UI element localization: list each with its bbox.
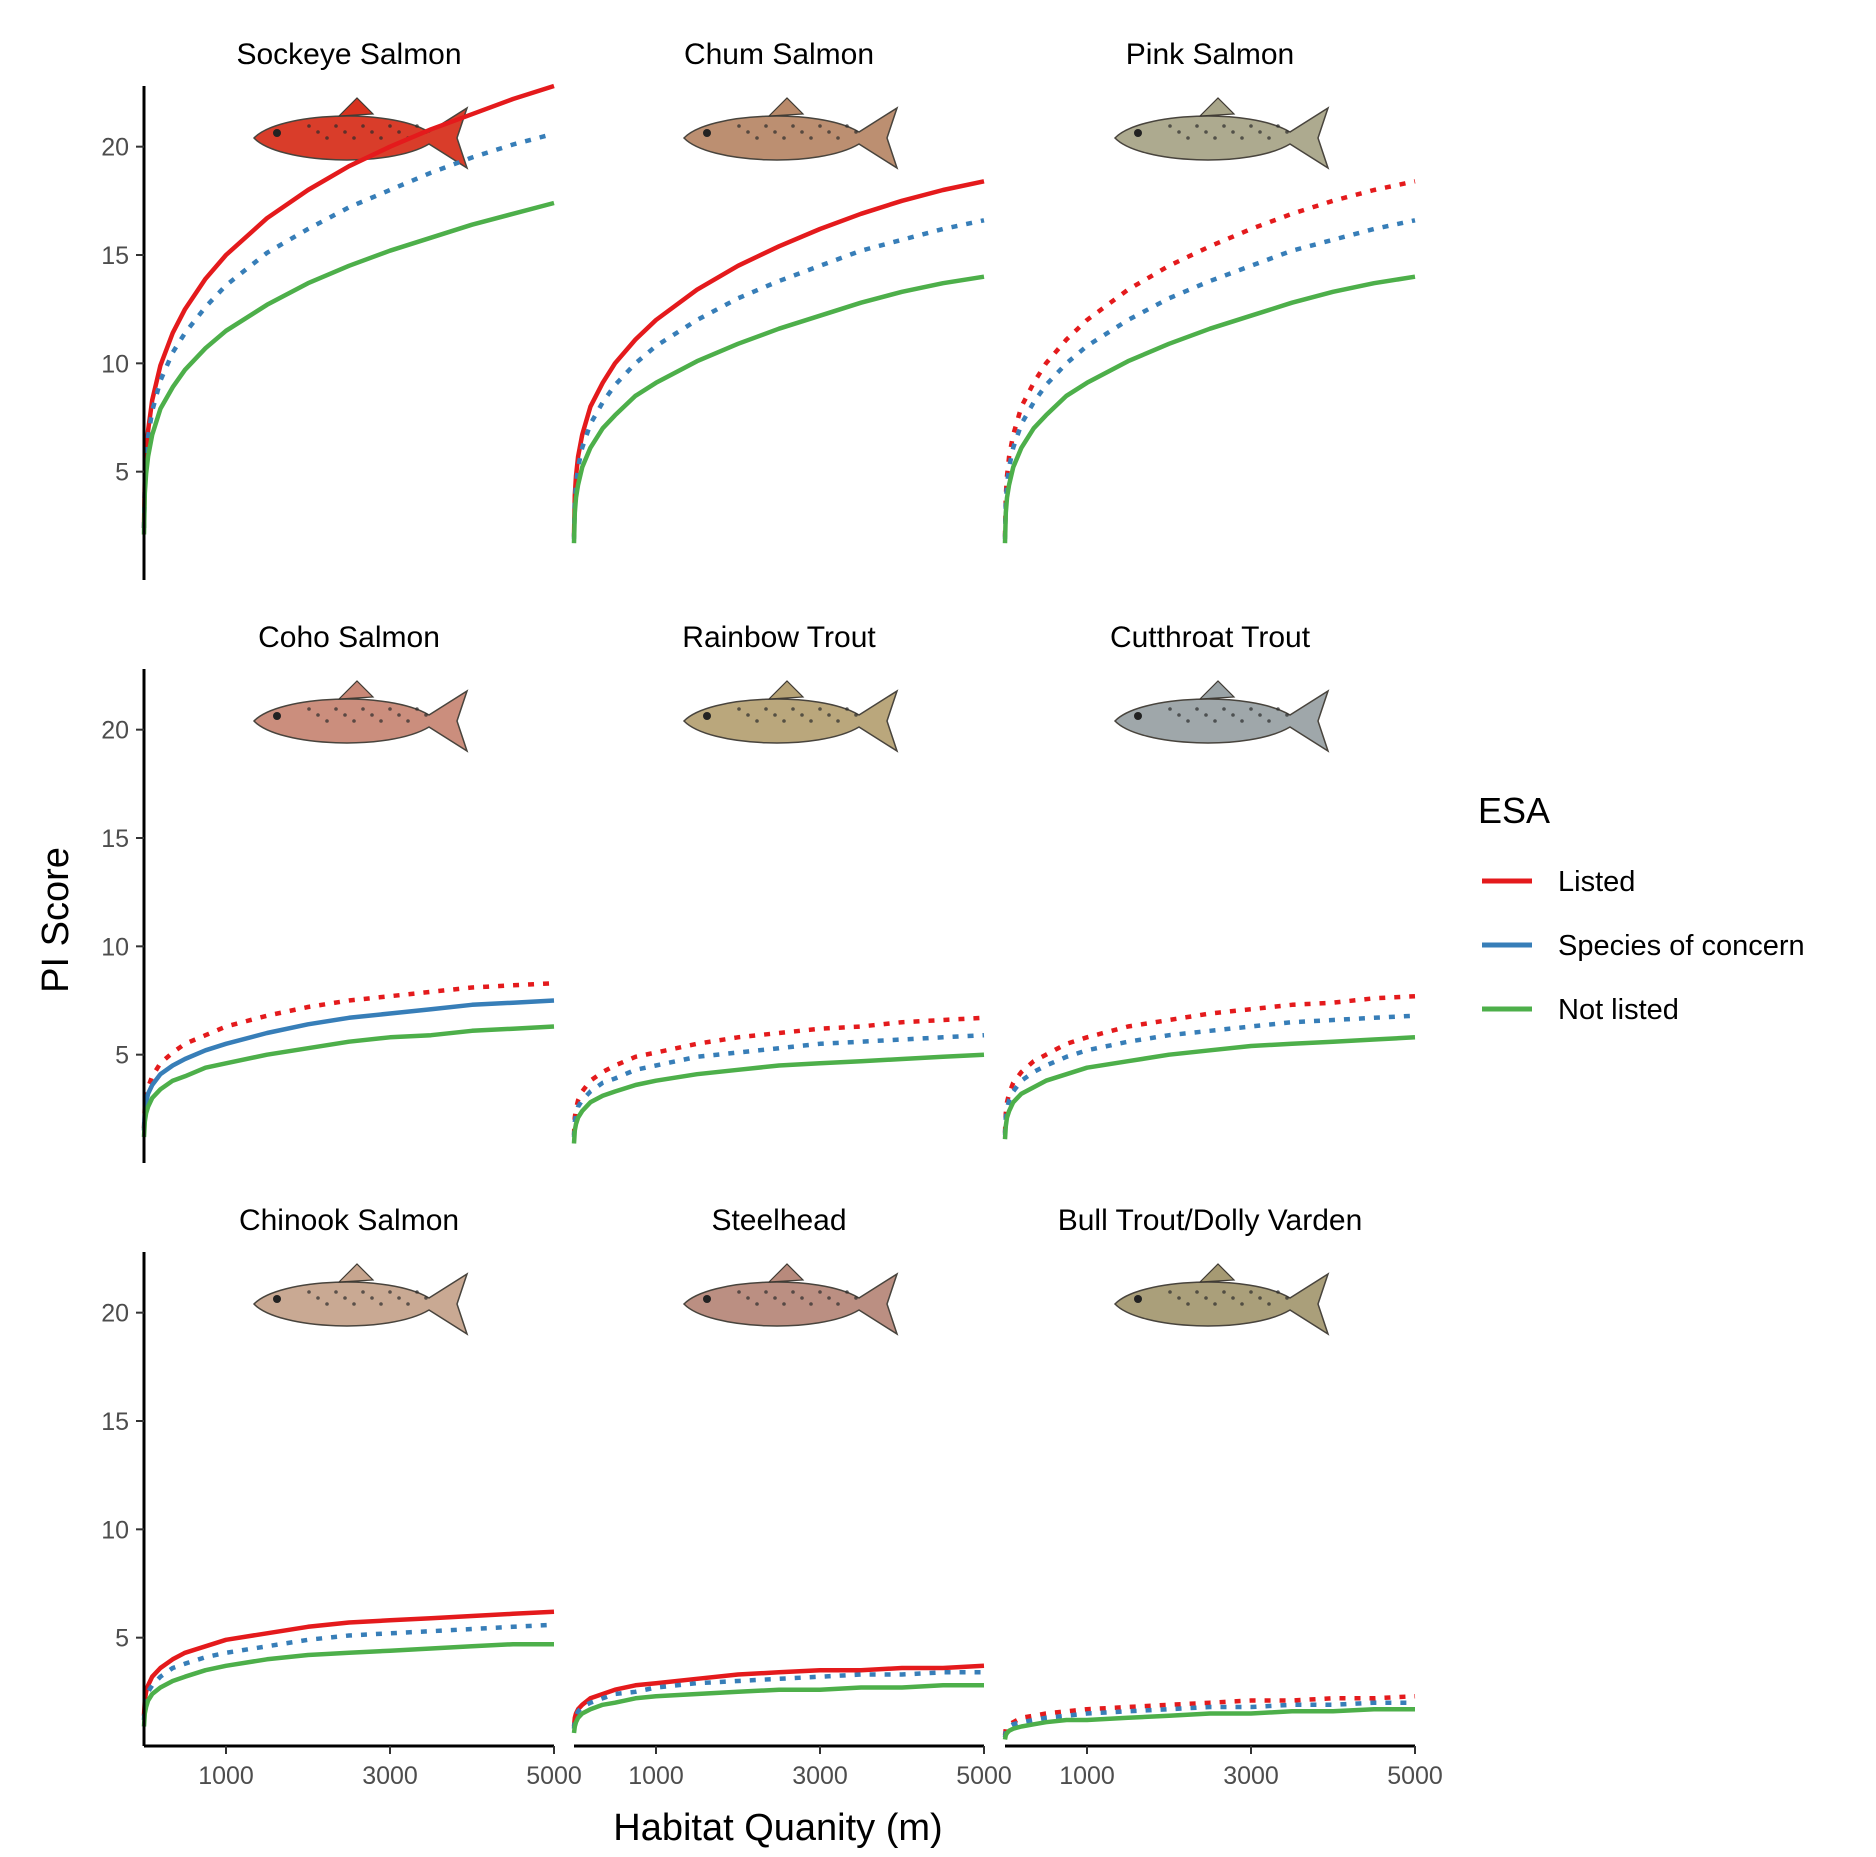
series-line-concern <box>571 1670 984 1729</box>
rainbow-trout-icon <box>682 680 899 753</box>
series-line-not <box>1002 1035 1416 1140</box>
chinook-salmon-icon <box>252 1263 469 1336</box>
legend-label: Listed <box>1558 866 1635 898</box>
series-line-concern <box>141 998 555 1131</box>
coho-salmon-icon <box>252 680 469 753</box>
x-axis-title: Habitat Quanity (m) <box>613 1807 942 1849</box>
series-line-listed <box>1002 1693 1416 1736</box>
panels: Sockeye Salmon 5 10 15 20 Chum Salmon Pink Sal… <box>101 38 1443 1790</box>
y-tick-label: 20 <box>101 1300 129 1328</box>
y-tick-label: 5 <box>115 1042 129 1070</box>
series-line-not <box>571 1683 984 1734</box>
panel: Chum Salmon <box>571 38 985 544</box>
y-tick-label: 10 <box>101 350 129 378</box>
steelhead-icon <box>682 1263 899 1336</box>
axis-titles: Habitat Quanity (m) PI Score <box>35 847 943 1849</box>
panel: Rainbow Trout <box>571 621 985 1144</box>
panel: Sockeye Salmon 5 10 15 20 <box>101 38 555 580</box>
y-tick-label: 15 <box>101 242 129 270</box>
panel: Pink Salmon <box>1002 38 1416 544</box>
panel-title: Pink Salmon <box>1126 38 1294 71</box>
series-line-not <box>1002 1706 1415 1740</box>
x-tick-label: 5000 <box>956 1762 1012 1790</box>
panel: Steelhead 1000 3000 5000 <box>571 1204 1012 1790</box>
panel-title: Coho Salmon <box>258 621 440 654</box>
y-tick-label: 5 <box>115 1625 129 1653</box>
series-line-not <box>571 1052 985 1144</box>
bull-trout-icon <box>1113 1263 1330 1336</box>
legend: ESA Listed Species of concern Not listed <box>1478 790 1805 1026</box>
x-tick-label: 3000 <box>1223 1762 1279 1790</box>
x-tick-label: 1000 <box>1059 1762 1115 1790</box>
series-line-concern <box>571 1032 985 1138</box>
x-tick-label: 1000 <box>628 1762 684 1790</box>
series-line-concern <box>1002 218 1416 539</box>
y-tick-label: 20 <box>101 134 129 162</box>
legend-item-not: Not listed <box>1482 994 1679 1026</box>
x-tick-label: 5000 <box>1387 1762 1443 1790</box>
series-line-listed <box>1002 993 1416 1133</box>
y-tick-label: 15 <box>101 1408 129 1436</box>
y-tick-label: 20 <box>101 717 129 745</box>
series-line-concern <box>141 1622 555 1721</box>
series-line-concern <box>1002 1700 1415 1738</box>
panel: Bull Trout/Dolly Varden 1000 3000 5000 <box>1002 1204 1443 1790</box>
panel-title: Cutthroat Trout <box>1110 621 1311 654</box>
cutthroat-trout-icon <box>1113 680 1330 753</box>
legend-item-concern: Species of concern <box>1482 930 1805 962</box>
x-tick-label: 5000 <box>526 1762 582 1790</box>
series-line-concern <box>1002 1013 1416 1135</box>
series-line-concern <box>571 218 985 539</box>
panel: Coho Salmon 5 10 15 20 <box>101 621 555 1163</box>
y-axis-title: PI Score <box>35 847 77 993</box>
series-line-not <box>141 1641 554 1727</box>
series-line-not <box>571 274 985 544</box>
x-tick-label: 1000 <box>198 1762 254 1790</box>
panel: Cutthroat Trout <box>1002 621 1416 1140</box>
y-tick-label: 15 <box>101 825 129 853</box>
series-line-listed <box>571 1015 985 1135</box>
panel-title: Sockeye Salmon <box>236 38 461 71</box>
series-line-not <box>1002 274 1416 544</box>
y-tick-label: 10 <box>101 1516 129 1544</box>
y-tick-label: 5 <box>115 459 129 487</box>
y-tick-label: 10 <box>101 933 129 961</box>
panel-title: Steelhead <box>711 1204 846 1237</box>
panel: Chinook Salmon 5 10 15 20 1000 3000 5000 <box>101 1204 582 1790</box>
pink-salmon-icon <box>1113 97 1330 170</box>
series-line-listed <box>141 1609 555 1716</box>
series-line-not <box>141 200 555 535</box>
legend-title: ESA <box>1478 790 1550 831</box>
chum-salmon-icon <box>682 97 899 170</box>
panel-title: Rainbow Trout <box>682 621 876 654</box>
panel-title: Chinook Salmon <box>239 1204 459 1237</box>
x-tick-label: 3000 <box>792 1762 848 1790</box>
panel-title: Chum Salmon <box>684 38 874 71</box>
legend-label: Species of concern <box>1558 930 1805 962</box>
panel-title: Bull Trout/Dolly Varden <box>1058 1204 1363 1237</box>
legend-item-listed: Listed <box>1482 866 1635 898</box>
legend-label: Not listed <box>1558 994 1679 1026</box>
x-tick-label: 3000 <box>362 1762 418 1790</box>
series-line-concern <box>141 131 555 529</box>
sockeye-salmon-icon <box>252 97 469 170</box>
series-line-not <box>141 1024 555 1138</box>
